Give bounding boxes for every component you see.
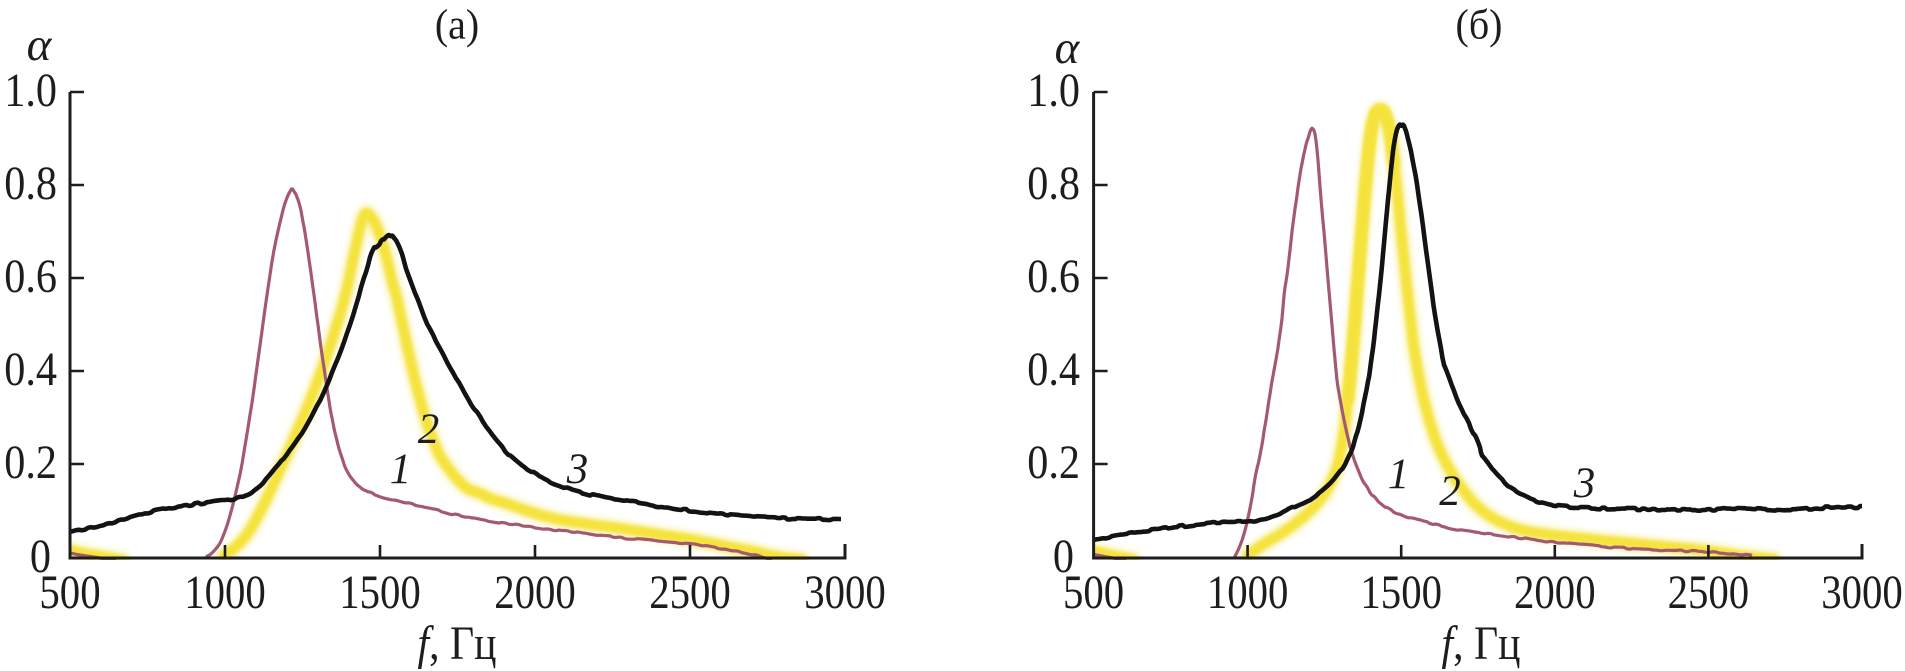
svg-text:1500: 1500 xyxy=(1360,565,1442,619)
svg-text:0.2: 0.2 xyxy=(1027,436,1080,489)
svg-text:2000: 2000 xyxy=(494,565,576,619)
svg-text:1.0: 1.0 xyxy=(1027,64,1080,117)
svg-text:0.8: 0.8 xyxy=(1027,157,1080,210)
svg-text:0.2: 0.2 xyxy=(4,436,57,489)
svg-text:0.4: 0.4 xyxy=(4,343,57,396)
svg-text:500: 500 xyxy=(1063,565,1124,619)
svg-text:1.0: 1.0 xyxy=(4,64,57,117)
svg-text:1: 1 xyxy=(390,446,412,493)
svg-text:0.8: 0.8 xyxy=(4,157,57,210)
svg-text:1000: 1000 xyxy=(184,565,266,619)
svg-text:α: α xyxy=(27,19,53,71)
svg-text:3: 3 xyxy=(1573,460,1596,507)
svg-text:0.4: 0.4 xyxy=(1027,343,1080,396)
svg-text:(а): (а) xyxy=(435,1,479,48)
svg-text:2: 2 xyxy=(418,406,440,453)
svg-text:2000: 2000 xyxy=(1514,565,1596,619)
svg-text:α: α xyxy=(1055,22,1081,74)
svg-text:1: 1 xyxy=(1388,451,1410,498)
svg-text:3: 3 xyxy=(566,446,589,493)
svg-text:(б): (б) xyxy=(1456,1,1503,48)
svg-text:3000: 3000 xyxy=(804,565,886,619)
svg-text:2500: 2500 xyxy=(1668,565,1750,619)
svg-text:f, Гц: f, Гц xyxy=(418,616,497,669)
svg-text:0.6: 0.6 xyxy=(1027,250,1080,303)
svg-text:3000: 3000 xyxy=(1821,565,1903,619)
svg-text:2500: 2500 xyxy=(649,565,731,619)
svg-text:f, Гц: f, Гц xyxy=(1442,616,1521,669)
svg-text:1000: 1000 xyxy=(1207,565,1289,619)
svg-text:0.6: 0.6 xyxy=(4,250,57,303)
svg-text:0: 0 xyxy=(30,530,51,583)
svg-text:2: 2 xyxy=(1439,468,1461,515)
svg-text:0: 0 xyxy=(1053,530,1074,583)
svg-text:500: 500 xyxy=(39,565,100,619)
svg-text:1500: 1500 xyxy=(339,565,421,619)
